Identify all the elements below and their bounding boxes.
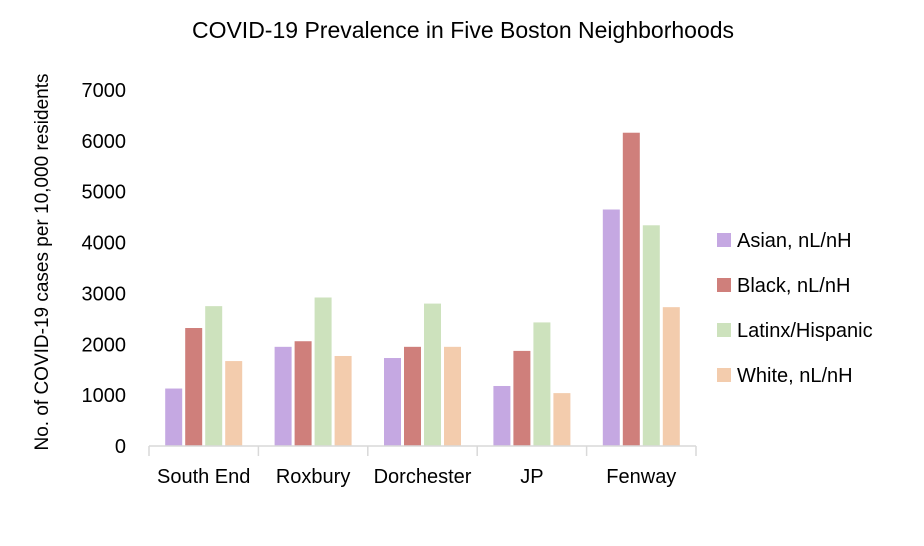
legend-swatch — [717, 368, 731, 382]
legend-label: Black, nL/nH — [737, 275, 850, 297]
bar-jp-series-1 — [493, 385, 511, 446]
legend-swatch — [717, 233, 731, 247]
legend-label: Asian, nL/nH — [737, 230, 852, 252]
bars — [165, 132, 680, 446]
bar-south-end-series-4 — [225, 361, 243, 446]
y-tick-label: 0 — [115, 436, 126, 458]
y-tick-label: 1000 — [82, 385, 127, 407]
bar-dorchester-series-3 — [424, 303, 441, 446]
chart-title: COVID-19 Prevalence in Five Boston Neigh… — [192, 17, 734, 43]
bar-fenway-series-3 — [642, 225, 660, 446]
y-tick-label: 4000 — [82, 233, 127, 255]
bar-fenway-series-4 — [662, 307, 680, 446]
legend-swatch — [717, 278, 731, 292]
x-tick-label: JP — [520, 466, 543, 488]
y-tick-label: 2000 — [82, 334, 127, 356]
bar-dorchester-series-4 — [444, 346, 461, 446]
bar-jp-series-4 — [553, 393, 571, 446]
bar-fenway-series-2 — [622, 132, 640, 446]
bar-dorchester-series-1 — [384, 358, 401, 446]
bar-roxbury-series-4 — [334, 355, 352, 446]
x-tick-label: Roxbury — [276, 466, 350, 488]
y-tick-label: 6000 — [82, 131, 127, 153]
bar-dorchester-series-2 — [404, 346, 421, 446]
bar-roxbury-series-2 — [294, 341, 312, 446]
bar-roxbury-series-3 — [314, 297, 332, 446]
bar-south-end-series-1 — [165, 388, 183, 446]
legend-label: White, nL/nH — [737, 365, 853, 387]
x-tick-label: South End — [157, 466, 250, 488]
bar-fenway-series-1 — [602, 209, 620, 446]
bar-south-end-series-2 — [185, 328, 203, 446]
x-axis: South End Roxbury Dorchester JP Fenway — [148, 445, 697, 488]
x-tick-label: Fenway — [606, 466, 676, 488]
y-tick-label: 7000 — [82, 80, 127, 102]
bar-south-end-series-3 — [205, 306, 223, 446]
legend-label: Latinx/Hispanic — [737, 320, 873, 342]
bar-jp-series-3 — [533, 322, 551, 446]
bar-jp-series-2 — [513, 350, 531, 446]
y-axis-ticks: 0 1000 2000 3000 4000 5000 6000 7000 — [82, 80, 127, 458]
y-axis-title: No. of COVID-19 cases per 10,000 residen… — [32, 73, 53, 450]
x-tick-label: Dorchester — [374, 466, 472, 488]
bar-roxbury-series-1 — [274, 346, 292, 446]
legend-swatch — [717, 323, 731, 337]
y-tick-label: 3000 — [82, 283, 127, 305]
y-tick-label: 5000 — [82, 182, 127, 204]
legend: Asian, nL/nH Black, nL/nH Latinx/Hispanic W… — [717, 230, 873, 387]
